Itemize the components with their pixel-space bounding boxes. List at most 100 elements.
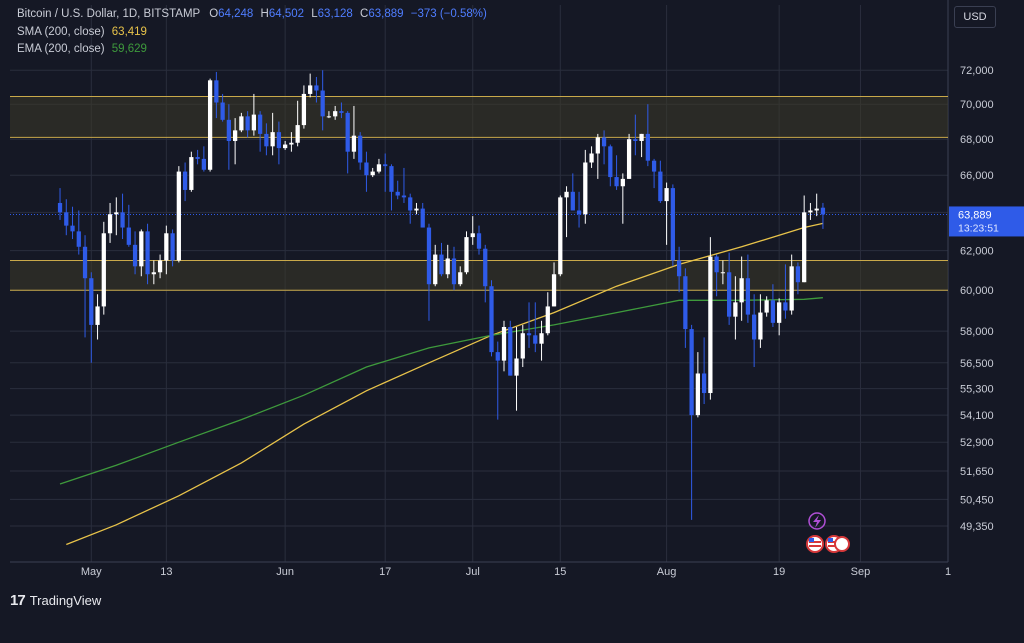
candle[interactable] (483, 244, 488, 303)
candle[interactable] (608, 144, 613, 187)
resistance-zone[interactable] (10, 96, 948, 138)
candle[interactable] (570, 173, 575, 211)
candle[interactable] (752, 294, 757, 368)
candle[interactable] (70, 206, 75, 240)
candle[interactable] (633, 114, 638, 156)
candle[interactable] (476, 225, 482, 255)
candle[interactable] (226, 104, 231, 170)
candle[interactable] (495, 341, 500, 420)
candle[interactable] (232, 118, 238, 165)
candle[interactable] (289, 132, 294, 152)
candle[interactable] (701, 337, 707, 405)
candle[interactable] (333, 105, 338, 120)
candle[interactable] (283, 140, 288, 150)
candle[interactable] (370, 167, 375, 178)
candle[interactable] (383, 153, 388, 192)
candle[interactable] (182, 162, 188, 202)
candle[interactable] (670, 184, 675, 267)
candle[interactable] (195, 149, 200, 165)
candle[interactable] (683, 268, 688, 348)
tradingview-brand[interactable]: 17 TradingView (10, 592, 101, 609)
candle[interactable] (651, 158, 657, 189)
candle[interactable] (214, 71, 219, 119)
candle[interactable] (526, 302, 532, 348)
candle[interactable] (708, 237, 713, 400)
resistance-zone[interactable] (10, 260, 948, 291)
candle[interactable] (802, 195, 807, 283)
event-markers[interactable] (806, 512, 850, 553)
candle[interactable] (789, 254, 794, 315)
candle[interactable] (126, 204, 131, 247)
candle[interactable] (520, 324, 525, 368)
candle[interactable] (251, 93, 257, 136)
candle[interactable] (795, 262, 801, 295)
candle[interactable] (808, 202, 813, 220)
us-flag-icon[interactable] (834, 536, 850, 552)
candle[interactable] (64, 199, 69, 236)
candle[interactable] (76, 210, 81, 255)
candle[interactable] (376, 158, 382, 174)
candle[interactable] (545, 292, 550, 336)
candle[interactable] (364, 151, 369, 192)
price-axis[interactable]: 72,00070,00068,00066,00064,00062,00060,0… (949, 65, 1024, 533)
candle[interactable] (120, 193, 125, 240)
candle[interactable] (301, 85, 307, 129)
candle[interactable] (420, 202, 425, 228)
candle[interactable] (264, 123, 269, 156)
candle[interactable] (414, 202, 419, 215)
candle[interactable] (658, 160, 663, 203)
lightning-icon[interactable] (808, 512, 826, 530)
candle[interactable] (626, 133, 632, 179)
candle[interactable] (82, 235, 88, 338)
candle[interactable] (758, 294, 763, 348)
candle[interactable] (508, 320, 513, 376)
sma-line[interactable] (66, 222, 824, 546)
candle[interactable] (764, 296, 769, 317)
candle[interactable] (351, 105, 357, 159)
symbol-title[interactable]: Bitcoin / U.S. Dollar, 1D, BITSTAMP (17, 8, 200, 20)
candle[interactable] (720, 260, 726, 285)
candle[interactable] (189, 151, 194, 192)
candle[interactable] (207, 78, 213, 172)
candle[interactable] (451, 246, 457, 291)
ema-legend[interactable]: EMA (200, close) 59,629 (17, 43, 147, 55)
candle[interactable] (239, 112, 244, 133)
candle[interactable] (445, 244, 450, 279)
candle[interactable] (727, 252, 732, 325)
candle[interactable] (458, 266, 463, 287)
candle[interactable] (339, 102, 344, 119)
candle[interactable] (714, 254, 719, 297)
candle[interactable] (308, 73, 313, 98)
candle[interactable] (101, 221, 106, 315)
candle[interactable] (539, 320, 544, 361)
candle[interactable] (270, 112, 275, 156)
candle[interactable] (583, 149, 588, 224)
candle[interactable] (489, 280, 494, 357)
candle[interactable] (558, 195, 563, 277)
candle[interactable] (595, 133, 600, 179)
candle[interactable] (220, 93, 225, 122)
candle[interactable] (470, 216, 475, 245)
candle[interactable] (295, 100, 300, 147)
candle[interactable] (770, 284, 776, 327)
candle[interactable] (551, 262, 557, 307)
candle[interactable] (132, 231, 138, 275)
candle[interactable] (170, 229, 175, 267)
candle[interactable] (664, 182, 669, 245)
candle[interactable] (589, 146, 594, 168)
candle[interactable] (107, 202, 113, 243)
candle[interactable] (245, 111, 250, 138)
candle[interactable] (139, 229, 144, 277)
candle[interactable] (614, 155, 619, 190)
candle[interactable] (276, 121, 282, 165)
candle[interactable] (326, 111, 332, 119)
sma-legend[interactable]: SMA (200, close) 63,419 (17, 26, 147, 38)
candle[interactable] (620, 173, 625, 224)
price-tag[interactable] (949, 206, 1024, 237)
candle[interactable] (57, 188, 63, 220)
candle[interactable] (426, 223, 432, 321)
candle[interactable] (601, 130, 607, 165)
candle[interactable] (639, 133, 644, 158)
candle[interactable] (820, 202, 826, 229)
candle[interactable] (433, 244, 438, 287)
